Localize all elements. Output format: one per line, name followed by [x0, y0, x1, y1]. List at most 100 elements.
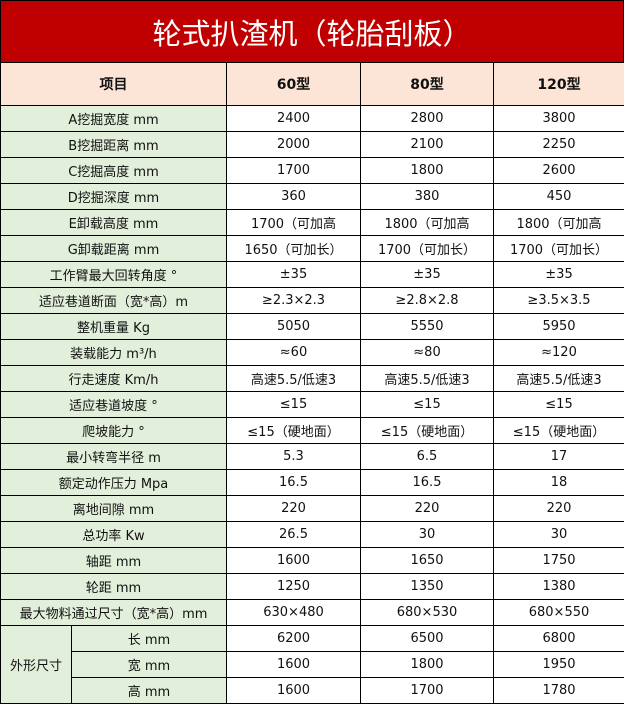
cell-value: 30 [494, 522, 624, 548]
cell-value: 5550 [361, 314, 494, 340]
header-row: 项目 60型 80型 120型 [1, 63, 624, 106]
row-label: 行走速度 Km/h [1, 366, 227, 392]
row-label: 高 mm [72, 678, 227, 704]
cell-value: 1800 [361, 652, 494, 678]
row-label: A挖掘宽度 mm [1, 106, 227, 132]
row-label: 整机重量 Kg [1, 314, 227, 340]
table-row: 适应巷道断面（宽*高）m≥2.3×2.3≥2.8×2.8≥3.5×3.5 [1, 288, 624, 314]
cell-value: 18 [494, 470, 624, 496]
cell-value: 1700（可加长） [361, 236, 494, 262]
cell-value: 高速5.5/低速3 [361, 366, 494, 392]
cell-value: ≥2.8×2.8 [361, 288, 494, 314]
row-label: 最大物料通过尺寸（宽*高）mm [1, 600, 227, 626]
cell-value: 1800 [361, 158, 494, 184]
cell-value: 1350 [361, 574, 494, 600]
cell-value: 680×550 [494, 600, 624, 626]
cell-value: 5050 [227, 314, 361, 340]
row-label: 额定动作压力 Mpa [1, 470, 227, 496]
cell-value: 1700 [227, 158, 361, 184]
cell-value: 1800（可加高 [494, 210, 624, 236]
table-row: 装载能力 m³/h≈60≈80≈120 [1, 340, 624, 366]
cell-value: 1600 [227, 678, 361, 704]
cell-value: 630×480 [227, 600, 361, 626]
cell-value: 220 [361, 496, 494, 522]
cell-value: 2250 [494, 132, 624, 158]
cell-value: 5950 [494, 314, 624, 340]
row-label: 最小转弯半径 m [1, 444, 227, 470]
row-label: 适应巷道断面（宽*高）m [1, 288, 227, 314]
row-label: 离地间隙 mm [1, 496, 227, 522]
header-80: 80型 [361, 63, 494, 106]
row-label: 轴距 mm [1, 548, 227, 574]
cell-value: 6500 [361, 626, 494, 652]
row-label: B挖掘距离 mm [1, 132, 227, 158]
cell-value: ±35 [227, 262, 361, 288]
page-title: 轮式扒渣机（轮胎刮板） [0, 0, 624, 62]
cell-value: 220 [227, 496, 361, 522]
cell-value: ≤15 [494, 392, 624, 418]
cell-value: ±35 [494, 262, 624, 288]
cell-value: ≤15（硬地面） [361, 418, 494, 444]
row-label: 总功率 Kw [1, 522, 227, 548]
cell-value: ≤15 [361, 392, 494, 418]
cell-value: 1700 [361, 678, 494, 704]
cell-value: 450 [494, 184, 624, 210]
row-label: 轮距 mm [1, 574, 227, 600]
header-120: 120型 [494, 63, 624, 106]
cell-value: 1650 [361, 548, 494, 574]
cell-value: 1700（可加高 [227, 210, 361, 236]
cell-value: 1600 [227, 548, 361, 574]
cell-value: 26.5 [227, 522, 361, 548]
cell-value: 3800 [494, 106, 624, 132]
cell-value: 680×530 [361, 600, 494, 626]
row-label: 爬坡能力 ° [1, 418, 227, 444]
cell-value: 5.3 [227, 444, 361, 470]
cell-value: 30 [361, 522, 494, 548]
cell-value: 6200 [227, 626, 361, 652]
row-label: G卸载距离 mm [1, 236, 227, 262]
cell-value: 高速5.5/低速3 [227, 366, 361, 392]
cell-value: ≈80 [361, 340, 494, 366]
cell-value: 6.5 [361, 444, 494, 470]
row-label: E卸载高度 mm [1, 210, 227, 236]
cell-value: 高速5.5/低速3 [494, 366, 624, 392]
row-label: C挖掘高度 mm [1, 158, 227, 184]
cell-value: 16.5 [361, 470, 494, 496]
cell-value: 380 [361, 184, 494, 210]
cell-value: ±35 [361, 262, 494, 288]
row-label: 装载能力 m³/h [1, 340, 227, 366]
cell-value: 220 [494, 496, 624, 522]
cell-value: 17 [494, 444, 624, 470]
cell-value: ≥2.3×2.3 [227, 288, 361, 314]
group-label: 外形尺寸 [1, 626, 72, 704]
cell-value: 1800（可加高 [361, 210, 494, 236]
cell-value: 1750 [494, 548, 624, 574]
row-label: D挖掘深度 mm [1, 184, 227, 210]
cell-value: ≈60 [227, 340, 361, 366]
row-label: 长 mm [72, 626, 227, 652]
cell-value: ≥3.5×3.5 [494, 288, 624, 314]
cell-value: 1780 [494, 678, 624, 704]
cell-value: ≤15（硬地面） [227, 418, 361, 444]
cell-value: 1950 [494, 652, 624, 678]
cell-value: ≤15 [227, 392, 361, 418]
row-label: 工作臂最大回转角度 ° [1, 262, 227, 288]
table-row: 适应巷道坡度 °≤15≤15≤15 [1, 392, 624, 418]
cell-value: 2600 [494, 158, 624, 184]
row-label: 适应巷道坡度 ° [1, 392, 227, 418]
table-row: 工作臂最大回转角度 °±35±35±35 [1, 262, 624, 288]
